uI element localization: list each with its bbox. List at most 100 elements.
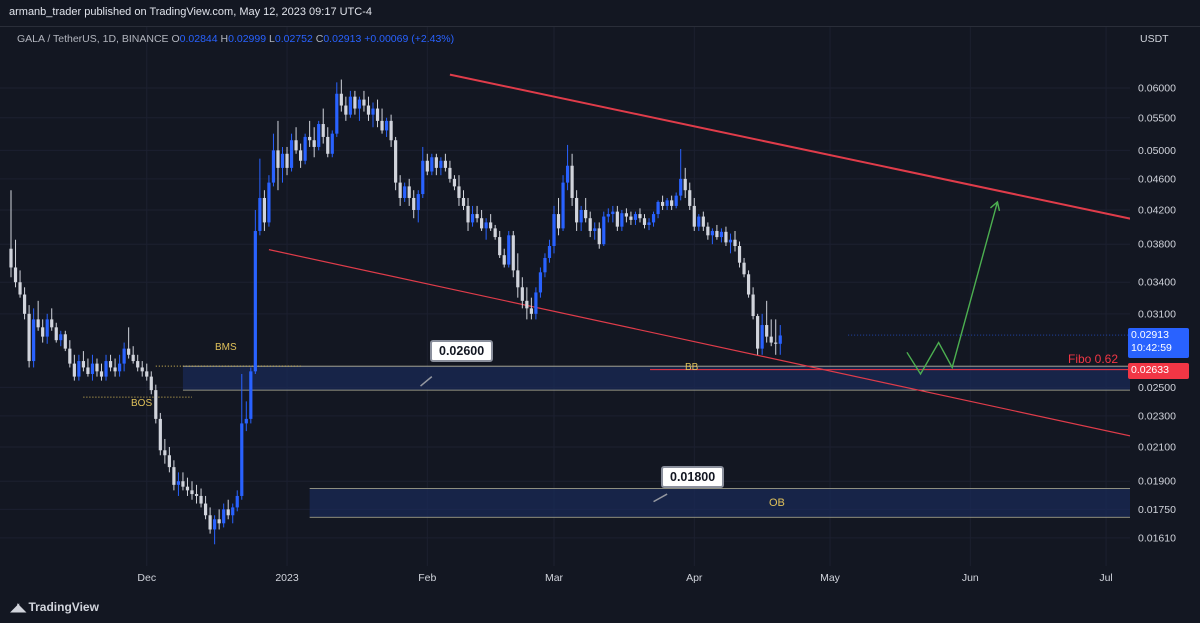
candle bbox=[380, 108, 384, 134]
candle-body bbox=[299, 150, 303, 161]
close-value: 0.02913 bbox=[323, 33, 362, 45]
price-tick-label: 0.01900 bbox=[1138, 476, 1176, 488]
candle-body bbox=[543, 257, 547, 273]
candle bbox=[9, 190, 13, 278]
candle-body bbox=[54, 327, 58, 341]
candle-body bbox=[45, 319, 49, 337]
candle bbox=[746, 270, 751, 298]
time-tick-label: May bbox=[820, 572, 841, 584]
candle bbox=[72, 354, 76, 381]
candle bbox=[185, 477, 190, 496]
candle bbox=[679, 148, 683, 201]
candle-body bbox=[525, 300, 529, 309]
candle bbox=[118, 354, 122, 377]
candle-body bbox=[118, 363, 122, 372]
candle bbox=[208, 507, 212, 534]
candle-body bbox=[552, 214, 556, 247]
candle bbox=[176, 472, 181, 496]
candle bbox=[344, 96, 348, 121]
price-tick-label: 0.04600 bbox=[1138, 173, 1176, 185]
candle bbox=[715, 224, 719, 240]
candle-body bbox=[584, 209, 588, 219]
candle-body bbox=[353, 96, 357, 109]
candle bbox=[330, 130, 334, 158]
callout-lower[interactable]: 0.01800 bbox=[661, 466, 725, 488]
candle-body bbox=[633, 214, 638, 220]
price-tick-label: 0.03400 bbox=[1138, 277, 1176, 289]
price-tick-label: 0.04200 bbox=[1138, 204, 1176, 216]
candle-body bbox=[651, 214, 656, 223]
tradingview-logo-icon: ◢◣ bbox=[10, 600, 27, 614]
candle bbox=[742, 257, 746, 278]
candle-body bbox=[556, 214, 561, 229]
candle-body bbox=[185, 486, 190, 491]
candle bbox=[13, 239, 18, 288]
candle bbox=[670, 195, 674, 210]
candle bbox=[140, 361, 144, 377]
low-value: 0.02752 bbox=[274, 33, 313, 45]
tradingview-logo[interactable]: ◢◣ TradingView bbox=[10, 600, 99, 614]
candle bbox=[584, 197, 588, 223]
candle bbox=[443, 153, 447, 172]
candle-body bbox=[647, 222, 651, 225]
candle bbox=[99, 363, 104, 381]
lower-channel-line bbox=[268, 249, 1197, 451]
candle-body bbox=[579, 209, 583, 223]
candle bbox=[588, 211, 592, 238]
candle bbox=[226, 499, 230, 520]
candle-body bbox=[737, 246, 742, 263]
candle-body bbox=[665, 200, 669, 206]
candle bbox=[54, 322, 58, 343]
candle bbox=[543, 253, 547, 278]
candle bbox=[498, 230, 502, 258]
candle-body bbox=[140, 367, 144, 372]
candle-body bbox=[262, 197, 266, 223]
candle-body bbox=[611, 211, 615, 215]
candle-body bbox=[240, 423, 244, 496]
last-price: 0.02913 bbox=[1131, 329, 1169, 341]
candle bbox=[384, 117, 389, 137]
candle bbox=[724, 226, 728, 247]
candle bbox=[81, 351, 85, 372]
candle-body bbox=[629, 216, 633, 220]
candle bbox=[529, 297, 533, 320]
candle-body bbox=[529, 308, 533, 314]
candle bbox=[547, 239, 552, 263]
price-tick-label: 0.02300 bbox=[1138, 410, 1176, 422]
candle-body bbox=[253, 230, 257, 372]
candles bbox=[9, 79, 782, 545]
chart-area[interactable]: 0.06000 0.05500 0.05000 0.04600 0.04200 0.038… bbox=[0, 27, 1200, 596]
candle bbox=[27, 305, 31, 368]
bb-label: BB bbox=[685, 362, 699, 373]
callout-upper[interactable]: 0.02600 bbox=[430, 340, 494, 362]
candle bbox=[181, 472, 185, 491]
candle bbox=[222, 503, 226, 528]
candle-body bbox=[77, 361, 81, 377]
candle-body bbox=[661, 201, 665, 206]
candle-body bbox=[443, 160, 447, 168]
candle bbox=[593, 222, 597, 240]
candle-body bbox=[190, 490, 194, 495]
candle bbox=[375, 99, 380, 128]
candle bbox=[299, 143, 303, 168]
candle-body bbox=[357, 99, 362, 109]
candle bbox=[335, 82, 339, 137]
price-chart[interactable]: 0.06000 0.05500 0.05000 0.04600 0.04200 0.038… bbox=[0, 27, 1200, 596]
candle bbox=[127, 327, 131, 359]
candle-body bbox=[407, 186, 411, 198]
candle-body bbox=[769, 336, 773, 343]
candle bbox=[131, 346, 135, 364]
candle bbox=[258, 158, 262, 236]
candle bbox=[285, 146, 289, 176]
publisher-line: armanb_trader published on TradingView.c… bbox=[9, 6, 373, 18]
price-tick-label: 0.03100 bbox=[1138, 308, 1176, 320]
candle-body bbox=[466, 205, 470, 223]
candle bbox=[665, 197, 669, 210]
candle-body bbox=[710, 230, 714, 236]
candle-body bbox=[670, 200, 674, 206]
candle-body bbox=[13, 267, 18, 283]
candle bbox=[253, 209, 257, 374]
footer bbox=[0, 596, 1200, 623]
candle-body bbox=[249, 371, 253, 419]
candle-body bbox=[380, 120, 384, 131]
